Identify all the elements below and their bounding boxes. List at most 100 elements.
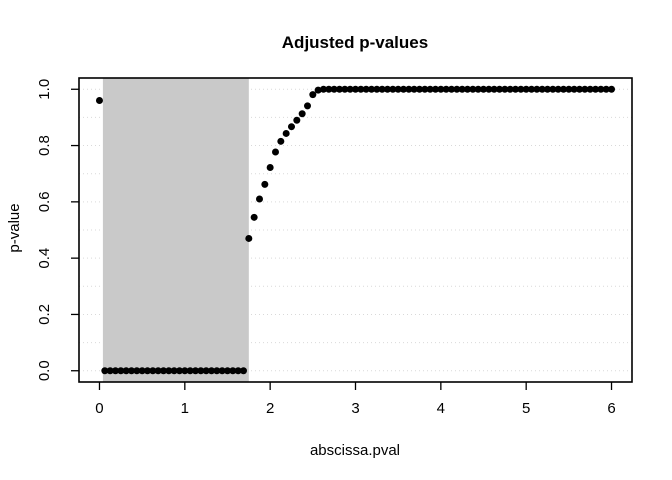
data-point [309,91,317,99]
y-axis: 0.0 0.2 0.4 0.6 0.8 1.0 [36,79,79,381]
data-point [378,85,386,93]
data-point [421,85,429,93]
y-tick-label: 0.4 [36,248,53,269]
data-point [335,85,343,93]
data-point [111,367,119,375]
data-point [159,367,167,375]
data-point [191,367,199,375]
data-point [202,367,210,375]
data-point [143,367,151,375]
rejection-region [102,78,249,382]
data-point [149,367,157,375]
x-tick-label: 3 [351,400,359,417]
data-point [239,367,247,375]
data-point [549,85,557,93]
data-point [271,148,279,156]
data-point [416,85,424,93]
data-point [469,85,477,93]
data-point [602,85,610,93]
data-point [186,367,194,375]
data-point [570,85,578,93]
data-point [341,85,349,93]
data-point [453,85,461,93]
data-point [474,85,482,93]
data-point [368,85,376,93]
data-point [554,85,562,93]
shaded-rect [102,78,249,382]
data-point [154,367,162,375]
y-tick-label: 0.6 [36,191,53,212]
data-point [293,116,301,124]
data-point [170,367,178,375]
data-point [426,85,434,93]
data-point [106,367,114,375]
data-point [255,195,263,203]
data-point [218,367,226,375]
data-point [298,110,306,118]
data-point [165,367,173,375]
data-point [517,85,525,93]
data-point [314,86,322,94]
data-point [357,85,365,93]
data-point [101,367,109,375]
data-point [506,85,514,93]
data-point [522,85,530,93]
data-point [490,85,498,93]
data-point [560,85,568,93]
data-point [533,85,541,93]
data-point [464,85,472,93]
data-point [213,367,221,375]
data-point [410,85,418,93]
chart-title: Adjusted p-values [282,33,428,52]
data-point [95,97,103,105]
data-point [362,85,370,93]
data-point [117,367,125,375]
data-point [496,85,504,93]
data-point [352,85,359,93]
data-point [565,85,573,93]
data-point [592,85,600,93]
data-point [197,367,205,375]
data-point [405,85,413,93]
data-point [133,367,141,375]
data-point [261,180,269,188]
data-point [207,367,215,375]
data-point [282,129,290,137]
data-point [175,367,183,375]
data-point [287,123,295,131]
data-point [223,367,231,375]
data-point [501,85,509,93]
data-point [485,85,493,93]
data-point [234,367,242,375]
data-point [394,85,402,93]
data-point [437,85,445,93]
data-point [544,85,552,93]
data-point [373,85,381,93]
x-tick-label: 4 [437,400,445,417]
data-point [250,213,258,221]
data-point [608,85,616,93]
x-tick-label: 2 [266,400,274,417]
data-point [122,367,130,375]
data-point [346,85,354,93]
data-point [303,102,311,110]
data-point [528,85,536,93]
data-point [325,85,333,93]
data-point [181,367,189,375]
data-point [538,85,546,93]
data-point [581,85,589,93]
data-point [400,85,408,93]
x-tick-label: 6 [607,400,615,417]
data-point [138,367,146,375]
y-tick-label: 0.0 [36,360,53,381]
data-point [245,234,253,242]
data-points [95,85,616,375]
data-point [229,367,237,375]
data-point [458,85,466,93]
x-tick-label: 1 [181,400,189,417]
y-tick-label: 0.2 [36,304,53,325]
data-point [384,85,392,93]
x-tick-label: 5 [522,400,530,417]
